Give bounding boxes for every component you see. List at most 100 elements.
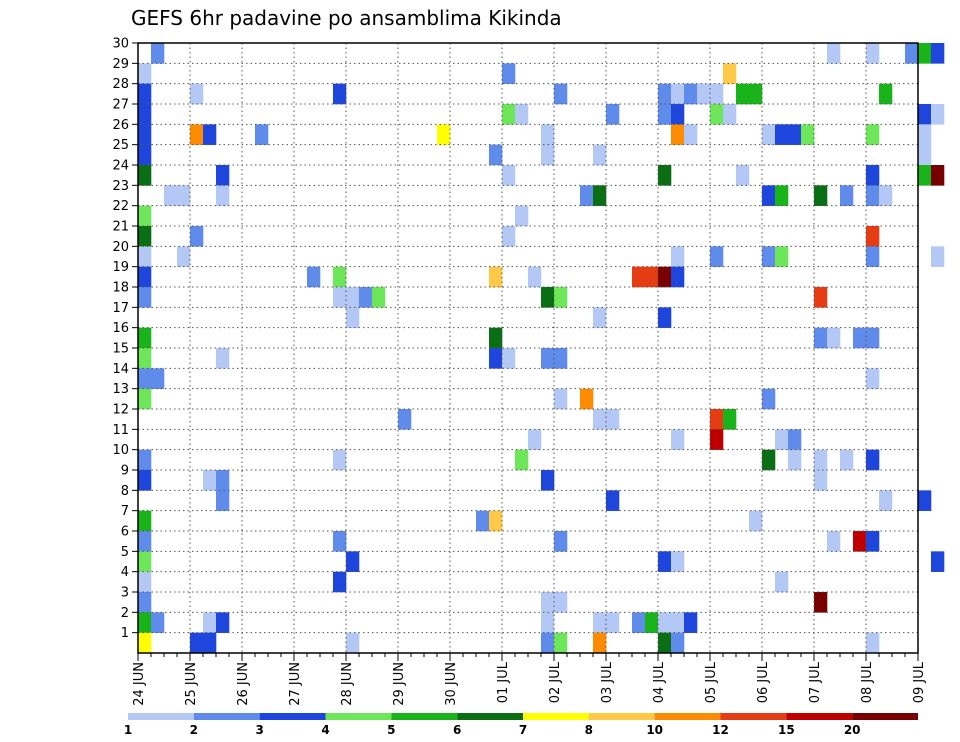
colorbar-label: 15 [778,723,795,737]
precip-cell [554,388,568,410]
y-tick-label: 10 [112,443,129,458]
precip-cell [138,124,152,145]
precip-cell [138,327,152,349]
precip-cell [190,632,204,654]
x-tick-label: 01 JUL [496,661,511,703]
precip-cell [138,531,152,552]
x-tick-label: 27 JUN [288,662,303,706]
precip-cell [528,429,542,450]
precip-cell [138,551,152,572]
y-tick-label: 29 [112,57,129,72]
x-tick-label: 28 JUN [340,662,355,706]
precip-cell [723,104,737,125]
colorbar-label: 7 [519,723,527,737]
precip-cell [749,510,763,532]
precip-cell [580,388,594,410]
precip-cell [346,632,360,654]
precip-cell [918,165,932,186]
x-tick-label: 25 JUN [184,662,199,706]
precip-cell [489,266,503,288]
precip-cell [593,307,607,328]
y-tick-label: 13 [112,382,129,397]
colorbar: 1 2 3 4 5 6 7 8 10 12 15 20 [124,713,918,737]
y-tick-label: 17 [112,301,129,316]
precip-cell [346,287,360,308]
precip-cell [840,185,854,206]
x-tick-label: 08 JUL [860,661,875,703]
y-tick-label: 18 [112,281,129,296]
precip-cell [684,124,698,145]
precip-cell [658,165,672,186]
precip-cell [736,83,750,105]
y-tick-label: 28 [112,77,129,92]
precip-cell [151,43,165,64]
precip-cell [775,571,789,593]
x-tick-label: 04 JUL [652,661,667,703]
x-tick-label: 06 JUL [756,661,771,703]
precip-cell [645,612,659,633]
precip-cell [216,470,230,491]
precip-cell [710,246,724,267]
precip-cell [606,612,620,633]
precip-cell [606,409,620,430]
precip-cell [879,490,893,511]
precip-cell [762,449,776,471]
precip-cell [814,327,828,349]
precip-cell [346,307,360,328]
precip-cell [593,612,607,633]
y-tick-label: 3 [121,586,129,601]
precip-cell [788,429,802,450]
precip-cell [333,531,347,552]
precip-cell [710,409,724,430]
precip-cell [437,124,451,145]
precip-cell [138,104,152,125]
precip-cell [658,307,672,328]
precip-cell [541,612,555,633]
precip-cell [671,612,685,633]
precip-cell [593,144,607,166]
colorbar-label: 5 [387,723,395,737]
y-tick-label: 4 [121,565,129,580]
y-tick-label: 23 [112,179,129,194]
precip-cell [762,124,776,145]
colorbar-segment [523,713,589,720]
precip-cell [879,185,893,206]
precip-cell [632,612,646,633]
precip-cell [489,327,503,349]
precip-cell [203,632,217,654]
precip-cell [203,124,217,145]
precip-cell [515,104,529,125]
precip-cell [203,612,217,633]
precip-cell [489,510,503,532]
precip-cell [736,165,750,186]
precip-cell [333,266,347,288]
precip-cell [814,592,828,613]
precip-cell [333,83,347,105]
precip-cell [177,185,191,206]
precip-cell [775,246,789,267]
precip-cell [346,551,360,572]
precip-cell [866,165,880,186]
precip-cell [775,185,789,206]
precip-cell [905,43,919,64]
precip-cell [918,104,932,125]
precip-cell [255,124,269,145]
precip-cell [216,612,230,633]
y-tick-label: 16 [112,321,129,336]
precip-cell [827,43,841,64]
precip-cell [697,83,711,105]
colorbar-segment [457,713,523,720]
precip-cell [866,246,880,267]
x-tick-label: 24 JUN [132,662,147,706]
precip-cell [866,531,880,552]
precip-cell [138,226,152,247]
precip-cell [775,429,789,450]
y-tick-label: 15 [112,342,129,357]
precip-cell [853,531,867,552]
precip-cell [372,287,386,308]
precip-cell [671,266,685,288]
precip-cell [658,612,672,633]
precip-cell [866,327,880,349]
precip-cell [749,83,763,105]
y-tick-label: 12 [112,403,129,418]
